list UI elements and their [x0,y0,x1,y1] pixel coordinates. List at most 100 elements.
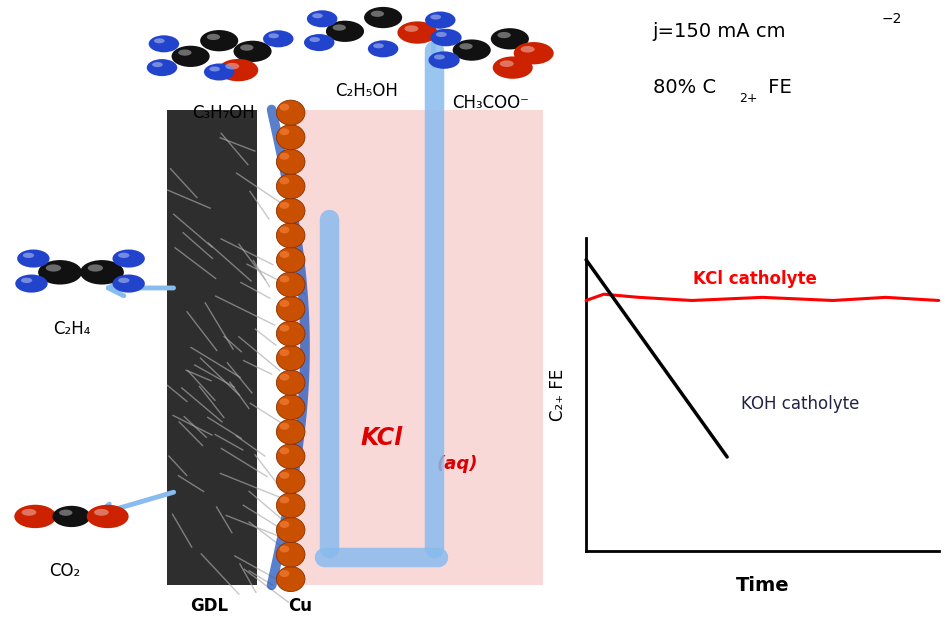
Ellipse shape [279,496,289,503]
Ellipse shape [309,37,320,42]
Ellipse shape [397,21,437,44]
Ellipse shape [17,250,50,267]
Ellipse shape [279,227,289,233]
Ellipse shape [14,505,56,528]
Text: KCl catholyte: KCl catholyte [693,270,817,287]
Ellipse shape [279,104,289,111]
Ellipse shape [430,14,441,19]
Ellipse shape [279,275,289,282]
Ellipse shape [279,570,289,577]
Ellipse shape [276,370,305,395]
Ellipse shape [497,32,510,38]
Text: Time: Time [735,576,788,595]
Ellipse shape [38,260,82,285]
Text: GDL: GDL [190,597,228,615]
Ellipse shape [279,423,289,430]
Ellipse shape [279,177,289,184]
Text: FE: FE [762,78,791,97]
Ellipse shape [370,11,384,17]
Ellipse shape [23,253,34,258]
Ellipse shape [520,46,534,53]
Ellipse shape [152,62,163,67]
Ellipse shape [59,510,72,516]
Ellipse shape [87,505,129,528]
Ellipse shape [459,43,472,49]
Ellipse shape [276,419,305,444]
Text: CO₂: CO₂ [50,562,80,580]
Ellipse shape [326,21,364,42]
Ellipse shape [276,542,305,567]
Ellipse shape [279,521,289,528]
Ellipse shape [279,300,289,307]
Ellipse shape [279,153,289,160]
Ellipse shape [276,149,305,174]
Ellipse shape [435,32,446,37]
Ellipse shape [276,297,305,322]
Ellipse shape [304,34,334,51]
Ellipse shape [276,321,305,346]
Ellipse shape [279,251,289,258]
Ellipse shape [276,272,305,297]
Ellipse shape [276,174,305,199]
Text: KCl: KCl [360,426,402,450]
Ellipse shape [207,34,220,40]
Ellipse shape [178,49,191,56]
Ellipse shape [490,28,528,49]
Ellipse shape [276,198,305,223]
Ellipse shape [263,30,293,48]
Ellipse shape [218,59,258,81]
Ellipse shape [364,7,402,28]
Ellipse shape [499,60,513,67]
Ellipse shape [276,493,305,518]
Ellipse shape [240,44,253,51]
Text: j=150 mA cm: j=150 mA cm [652,22,785,41]
Ellipse shape [22,509,36,516]
Ellipse shape [307,10,337,28]
Ellipse shape [404,25,418,32]
Text: −2: −2 [881,12,901,26]
Ellipse shape [276,518,305,543]
Ellipse shape [276,125,305,150]
Ellipse shape [279,545,289,553]
Ellipse shape [279,324,289,332]
Ellipse shape [46,264,61,272]
Text: KOH catholyte: KOH catholyte [741,395,859,413]
Ellipse shape [492,56,532,79]
Ellipse shape [430,29,461,46]
Ellipse shape [312,13,323,18]
Ellipse shape [279,374,289,381]
Ellipse shape [276,468,305,493]
Ellipse shape [88,264,103,272]
Ellipse shape [332,24,346,31]
Ellipse shape [279,202,289,209]
Ellipse shape [433,54,445,59]
Ellipse shape [373,43,384,48]
Ellipse shape [233,41,271,62]
Text: C₃H₇OH: C₃H₇OH [192,104,255,121]
Ellipse shape [276,444,305,469]
Ellipse shape [94,509,109,516]
Bar [167,110,257,585]
Ellipse shape [276,346,305,371]
Ellipse shape [276,223,305,248]
Ellipse shape [276,247,305,272]
Ellipse shape [279,398,289,405]
Ellipse shape [367,40,398,58]
Text: Cu: Cu [288,597,312,615]
Ellipse shape [276,567,305,592]
Ellipse shape [204,63,234,81]
Ellipse shape [276,100,305,125]
Ellipse shape [425,11,455,29]
Bar [290,110,543,585]
Ellipse shape [428,51,459,69]
Ellipse shape [118,253,129,258]
Ellipse shape [21,278,32,283]
Text: C₂₊ FE: C₂₊ FE [548,368,565,421]
Ellipse shape [118,278,129,283]
Ellipse shape [112,250,145,267]
Ellipse shape [154,38,165,43]
Ellipse shape [147,59,177,76]
Ellipse shape [200,30,238,51]
Text: C₂H₅OH: C₂H₅OH [335,82,398,100]
Ellipse shape [279,448,289,454]
